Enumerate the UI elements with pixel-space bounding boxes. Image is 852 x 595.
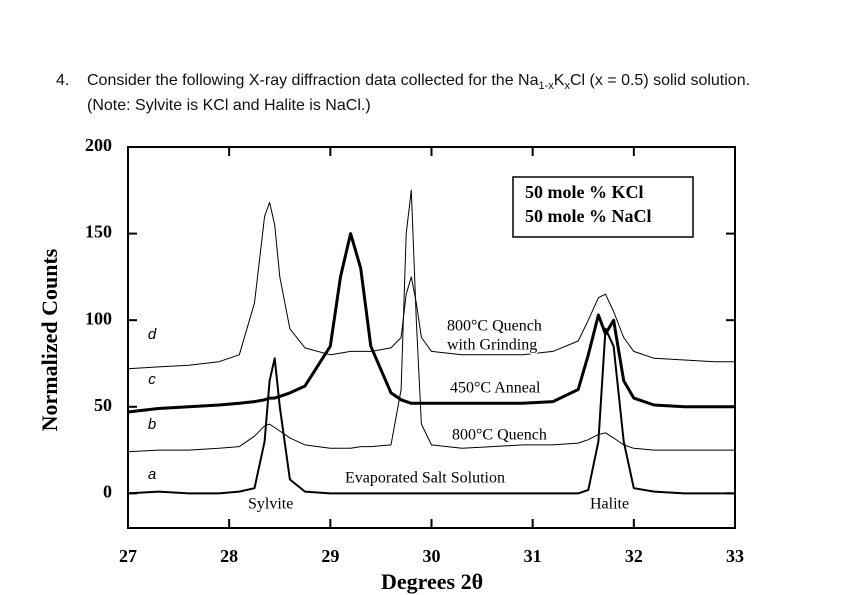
series-letter: d	[148, 326, 157, 343]
x-tick-label: 28	[220, 546, 238, 566]
series-annotation: with Grinding	[447, 337, 537, 354]
y-tick-label: 0	[103, 481, 112, 501]
y-tick-label: 200	[85, 135, 112, 155]
subscript: x	[564, 80, 570, 93]
y-tick-label: 100	[85, 308, 112, 328]
diffraction-curve	[127, 232, 735, 414]
series-annotation: 800°C Quench	[452, 427, 547, 444]
x-tick-label: 33	[726, 546, 744, 566]
diffraction-curve	[127, 189, 735, 453]
question-text: Consider the following X-ray diffraction…	[87, 72, 750, 92]
composition-line: 50 mole % NaCl	[525, 206, 651, 226]
subscript: 1-x	[538, 80, 554, 93]
y-tick-label: 50	[94, 395, 112, 415]
text-part: K	[553, 72, 565, 89]
y-tick-label: 150	[85, 222, 112, 242]
series-letter: b	[148, 416, 156, 433]
composition-line: 50 mole % KCl	[525, 182, 644, 202]
x-tick-label: 30	[423, 546, 441, 566]
x-axis-label: Degrees 2θ	[381, 569, 483, 594]
x-tick-label: 29	[321, 546, 339, 566]
peak-annotation: Halite	[590, 496, 629, 513]
diffraction-curve	[127, 327, 735, 495]
x-tick-label: 27	[119, 546, 137, 566]
diffraction-curve	[127, 201, 735, 370]
question-note: (Note: Sylvite is KCl and Halite is NaCl…	[87, 97, 371, 114]
series-letter: c	[148, 371, 156, 388]
y-axis-label: Normalized Counts	[37, 248, 62, 431]
series-annotation: 800°C Quench	[447, 318, 542, 335]
series-letter: a	[148, 466, 156, 483]
text-part: Cl (x = 0.5) solid solution.	[569, 72, 751, 89]
question-number: 4.	[56, 72, 70, 89]
series-annotation: 450°C Anneal	[450, 380, 541, 397]
composition-box	[512, 176, 694, 238]
series-annotation: Evaporated Salt Solution	[345, 470, 505, 487]
text-part: Consider the following X-ray diffraction…	[87, 72, 539, 89]
x-tick-label: 32	[625, 546, 643, 566]
x-tick-label: 31	[524, 546, 542, 566]
peak-annotation: Sylvite	[248, 496, 293, 513]
